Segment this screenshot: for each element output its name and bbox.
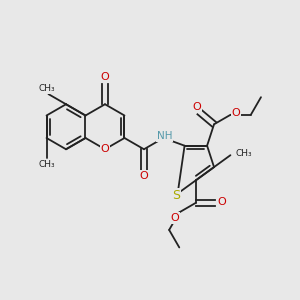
Text: O: O bbox=[192, 102, 201, 112]
Text: O: O bbox=[217, 197, 226, 207]
Text: O: O bbox=[100, 72, 109, 82]
Text: CH₃: CH₃ bbox=[38, 160, 55, 169]
Text: S: S bbox=[172, 188, 180, 202]
Text: O: O bbox=[100, 144, 109, 154]
Text: CH₃: CH₃ bbox=[39, 84, 55, 93]
Text: NH: NH bbox=[157, 131, 172, 141]
Text: O: O bbox=[232, 108, 240, 118]
Text: CH₃: CH₃ bbox=[236, 149, 252, 158]
Text: O: O bbox=[170, 213, 179, 223]
Text: O: O bbox=[140, 171, 148, 181]
